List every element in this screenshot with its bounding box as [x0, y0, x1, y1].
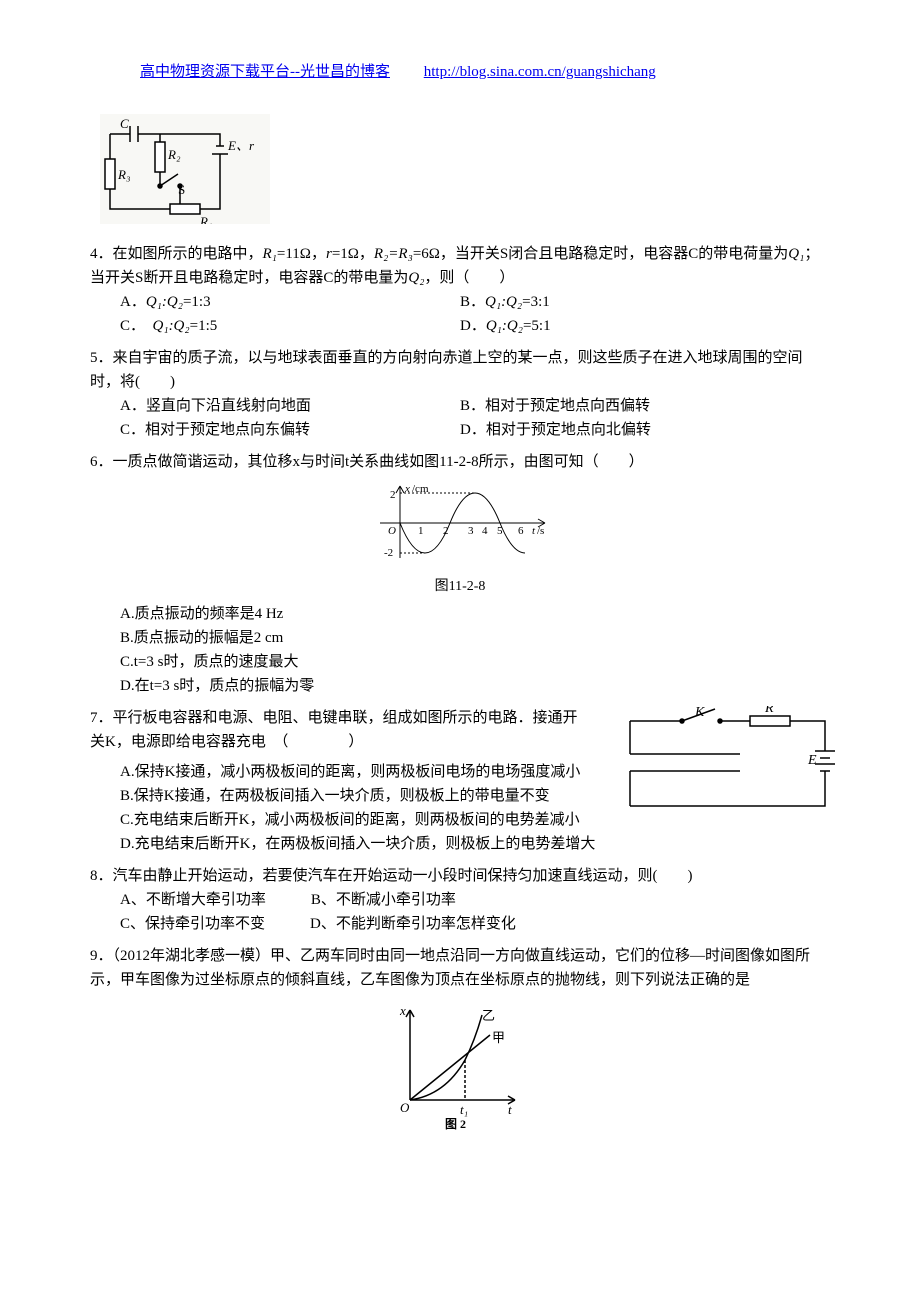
q4-optC-val: =1:5: [190, 318, 218, 334]
q9-figure: x 乙 甲 O t₁ t 图 2: [90, 1000, 830, 1138]
label-s: S: [178, 182, 185, 197]
label-r2: R₂: [167, 147, 181, 162]
q7-opt-d: D.充电结束后断开K，在两极板间插入一块介质，则极板上的电势差增大: [90, 832, 830, 856]
label-r3: R₃: [117, 167, 130, 182]
q6-stem: 6．一质点做简谐运动，其位移x与时间t关系曲线如图11-2-8所示，由图可知（ …: [90, 450, 830, 474]
q4-optB-val: =3:1: [522, 294, 550, 310]
q9-fig-caption: 图 2: [445, 1117, 466, 1130]
q5-stem: 5．来自宇宙的质子流，以与地球表面垂直的方向射向赤道上空的某一点，则这些质子在进…: [90, 346, 830, 394]
question-4: 4．在如图所示的电路中，R₁=11Ω，r=1Ω，R₂=R₃=6Ω，当开关S闭合且…: [90, 242, 830, 338]
svg-text:4: 4: [482, 525, 488, 537]
q4-opt-b: B．Q₁:Q₂=3:1: [460, 290, 830, 314]
q4-optA-label: A．: [120, 294, 146, 310]
svg-text:K: K: [694, 706, 705, 720]
q4-optD-val: =5:1: [523, 318, 551, 334]
q6-fig-label: 图11-2-8: [90, 576, 830, 598]
svg-text:/s: /s: [537, 525, 544, 537]
question-7: K R E 7．平行板电容器和电源、电阻、电键串联，组成如图所示的电路．接通开关…: [90, 706, 830, 856]
q7-circuit-figure: K R E: [620, 706, 840, 834]
q4-stem-a: 4．在如图所示的电路中，: [90, 246, 263, 262]
svg-text:3: 3: [468, 525, 474, 537]
label-er: E、r: [227, 138, 255, 153]
q9-jia-label: 甲: [492, 1030, 505, 1045]
blog-name-link[interactable]: 高中物理资源下载平台--光世昌的博客: [140, 64, 390, 80]
q4-opt-c: C． Q₁:Q₂=1:5: [90, 314, 460, 338]
svg-text:2: 2: [390, 489, 396, 501]
q4-circuit-figure: C R₂ R₃ S R₁ E、r: [100, 114, 830, 232]
svg-text:R: R: [764, 706, 774, 716]
q4-optD-ratio: Q₁:Q₂: [486, 318, 523, 334]
q4-stem-b: =11Ω，: [277, 246, 326, 262]
q9-yi-label: 乙: [482, 1008, 495, 1023]
question-5: 5．来自宇宙的质子流，以与地球表面垂直的方向射向赤道上空的某一点，则这些质子在进…: [90, 346, 830, 442]
svg-text:6: 6: [518, 525, 524, 537]
q4-opt-d: D．Q₁:Q₂=5:1: [460, 314, 830, 338]
q6-opt-a: A.质点振动的频率是4 Hz: [90, 602, 830, 626]
q4-optC-label: C．: [120, 318, 153, 334]
label-c: C: [120, 116, 129, 131]
q8-opt-d: D、不能判断牵引功率怎样变化: [310, 916, 516, 932]
q4-optA-val: =1:3: [183, 294, 211, 310]
blog-url-link[interactable]: http://blog.sina.com.cn/guangshichang: [424, 64, 656, 80]
q4-optB-label: B．: [460, 294, 485, 310]
q4-stem-f: ，则（ ）: [424, 270, 514, 286]
q6-opt-d: D.在t=3 s时，质点的振幅为零: [90, 674, 830, 698]
svg-text:2: 2: [443, 525, 449, 537]
q8-opt-b: B、不断减小牵引功率: [311, 892, 456, 908]
q5-opt-b: B．相对于预定地点向西偏转: [460, 394, 830, 418]
svg-text:E: E: [807, 753, 817, 768]
svg-text:/cm: /cm: [412, 483, 429, 495]
q4-stem-c: =1Ω，: [332, 246, 374, 262]
q9-t1-label: t₁: [460, 1102, 468, 1117]
q4-optC-ratio: Q₁:Q₂: [153, 318, 190, 334]
q4-r1: R₁: [263, 246, 277, 262]
q5-opt-a: A．竖直向下沿直线射向地面: [90, 394, 460, 418]
svg-text:t: t: [508, 1102, 512, 1117]
svg-text:x: x: [399, 1003, 406, 1018]
q4-q2: Q₂: [408, 270, 424, 286]
q7-stem: 7．平行板电容器和电源、电阻、电键串联，组成如图所示的电路．接通开关K，电源即给…: [90, 706, 590, 754]
q9-stem: 9．（2012年湖北孝感一模）甲、乙两车同时由同一地点沿同一方向做直线运动，它们…: [90, 944, 830, 992]
q4-opt-a: A．Q₁:Q₂=1:3: [90, 290, 460, 314]
q5-opt-c: C．相对于预定地点向东偏转: [90, 418, 460, 442]
svg-text:O: O: [388, 525, 396, 537]
question-6: 6．一质点做简谐运动，其位移x与时间t关系曲线如图11-2-8所示，由图可知（ …: [90, 450, 830, 698]
q8-stem: 8．汽车由静止开始运动，若要使汽车在开始运动一小段时间保持匀加速直线运动，则( …: [90, 864, 830, 888]
svg-text:t: t: [532, 525, 536, 537]
page-header: 高中物理资源下载平台--光世昌的博客 http://blog.sina.com.…: [140, 60, 830, 84]
q4-stem-d: =6Ω，当开关S闭合且电路稳定时，电容器C的带电荷量为: [413, 246, 788, 262]
q8-opt-a: A、不断增大牵引功率: [120, 892, 266, 908]
q6-opt-c: C.t=3 s时，质点的速度最大: [90, 650, 830, 674]
q9-o-label: O: [400, 1100, 410, 1115]
q6-figure: x/cm 2 -2 O 1 2 34 5 6 t/s 图11-2-8: [90, 478, 830, 598]
q6-opt-b: B.质点振动的振幅是2 cm: [90, 626, 830, 650]
question-8: 8．汽车由静止开始运动，若要使汽车在开始运动一小段时间保持匀加速直线运动，则( …: [90, 864, 830, 936]
q4-optD-label: D．: [460, 318, 486, 334]
q4-optB-ratio: Q₁:Q₂: [485, 294, 522, 310]
q8-opt-c: C、保持牵引功率不变: [120, 916, 265, 932]
q7-opt-b: B.保持K接通，在两极板间插入一块介质，则极板上的带电量不变: [90, 784, 590, 808]
label-r1: R₁: [199, 214, 212, 224]
q7-opt-a: A.保持K接通，减小两极板间的距离，则两极板间电场的电场强度减小: [90, 760, 590, 784]
q4-optA-ratio: Q₁:Q₂: [146, 294, 183, 310]
question-9: 9．（2012年湖北孝感一模）甲、乙两车同时由同一地点沿同一方向做直线运动，它们…: [90, 944, 830, 1138]
svg-text:x: x: [404, 483, 410, 495]
svg-text:-2: -2: [384, 547, 393, 559]
svg-text:5: 5: [497, 525, 503, 537]
q5-opt-d: D．相对于预定地点向北偏转: [460, 418, 830, 442]
q4-q1: Q₁: [788, 246, 804, 262]
svg-text:1: 1: [418, 525, 424, 537]
q4-r2r3: R₂=R₃: [374, 246, 413, 262]
